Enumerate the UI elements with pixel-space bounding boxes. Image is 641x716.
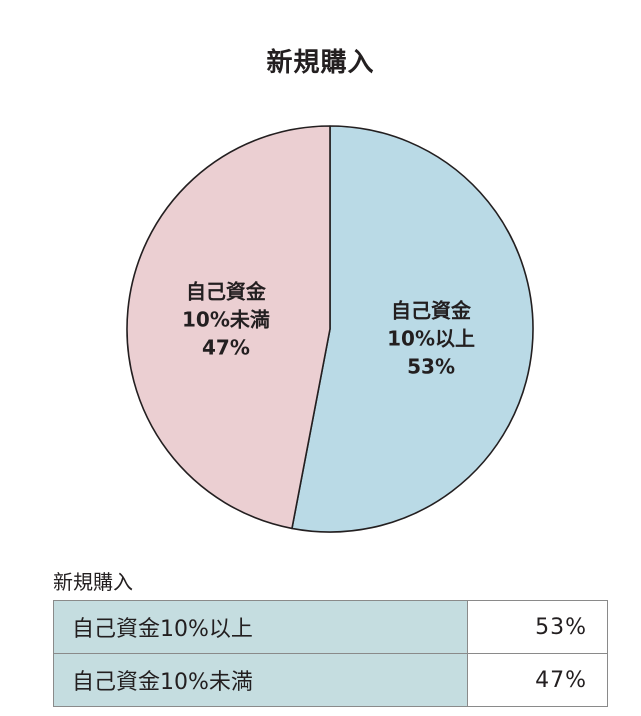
- row-label: 自己資金10%未満: [53, 653, 468, 707]
- table-row: 自己資金10%未満 47%: [53, 653, 608, 707]
- slice-label: 53%: [407, 355, 455, 379]
- pie-chart: 自己資金 10%以上 53% 自己資金 10%未満 47%: [126, 125, 534, 533]
- data-table: 自己資金10%以上 53% 自己資金10%未満 47%: [53, 600, 608, 707]
- table-title: 新規購入: [53, 570, 133, 594]
- slice-label: 自己資金: [391, 299, 472, 323]
- table-row: 自己資金10%以上 53%: [53, 600, 608, 654]
- slice-label: 10%以上: [387, 327, 475, 351]
- pie-slice: [126, 125, 331, 530]
- row-value: 53%: [467, 600, 608, 654]
- row-value: 47%: [467, 653, 608, 707]
- row-label: 自己資金10%以上: [53, 600, 468, 654]
- chart-title: 新規購入: [266, 48, 375, 78]
- slice-label: 10%未満: [182, 307, 270, 331]
- slice-label: 47%: [202, 335, 250, 359]
- slice-label: 自己資金: [186, 279, 267, 303]
- pie-slice: [291, 125, 534, 533]
